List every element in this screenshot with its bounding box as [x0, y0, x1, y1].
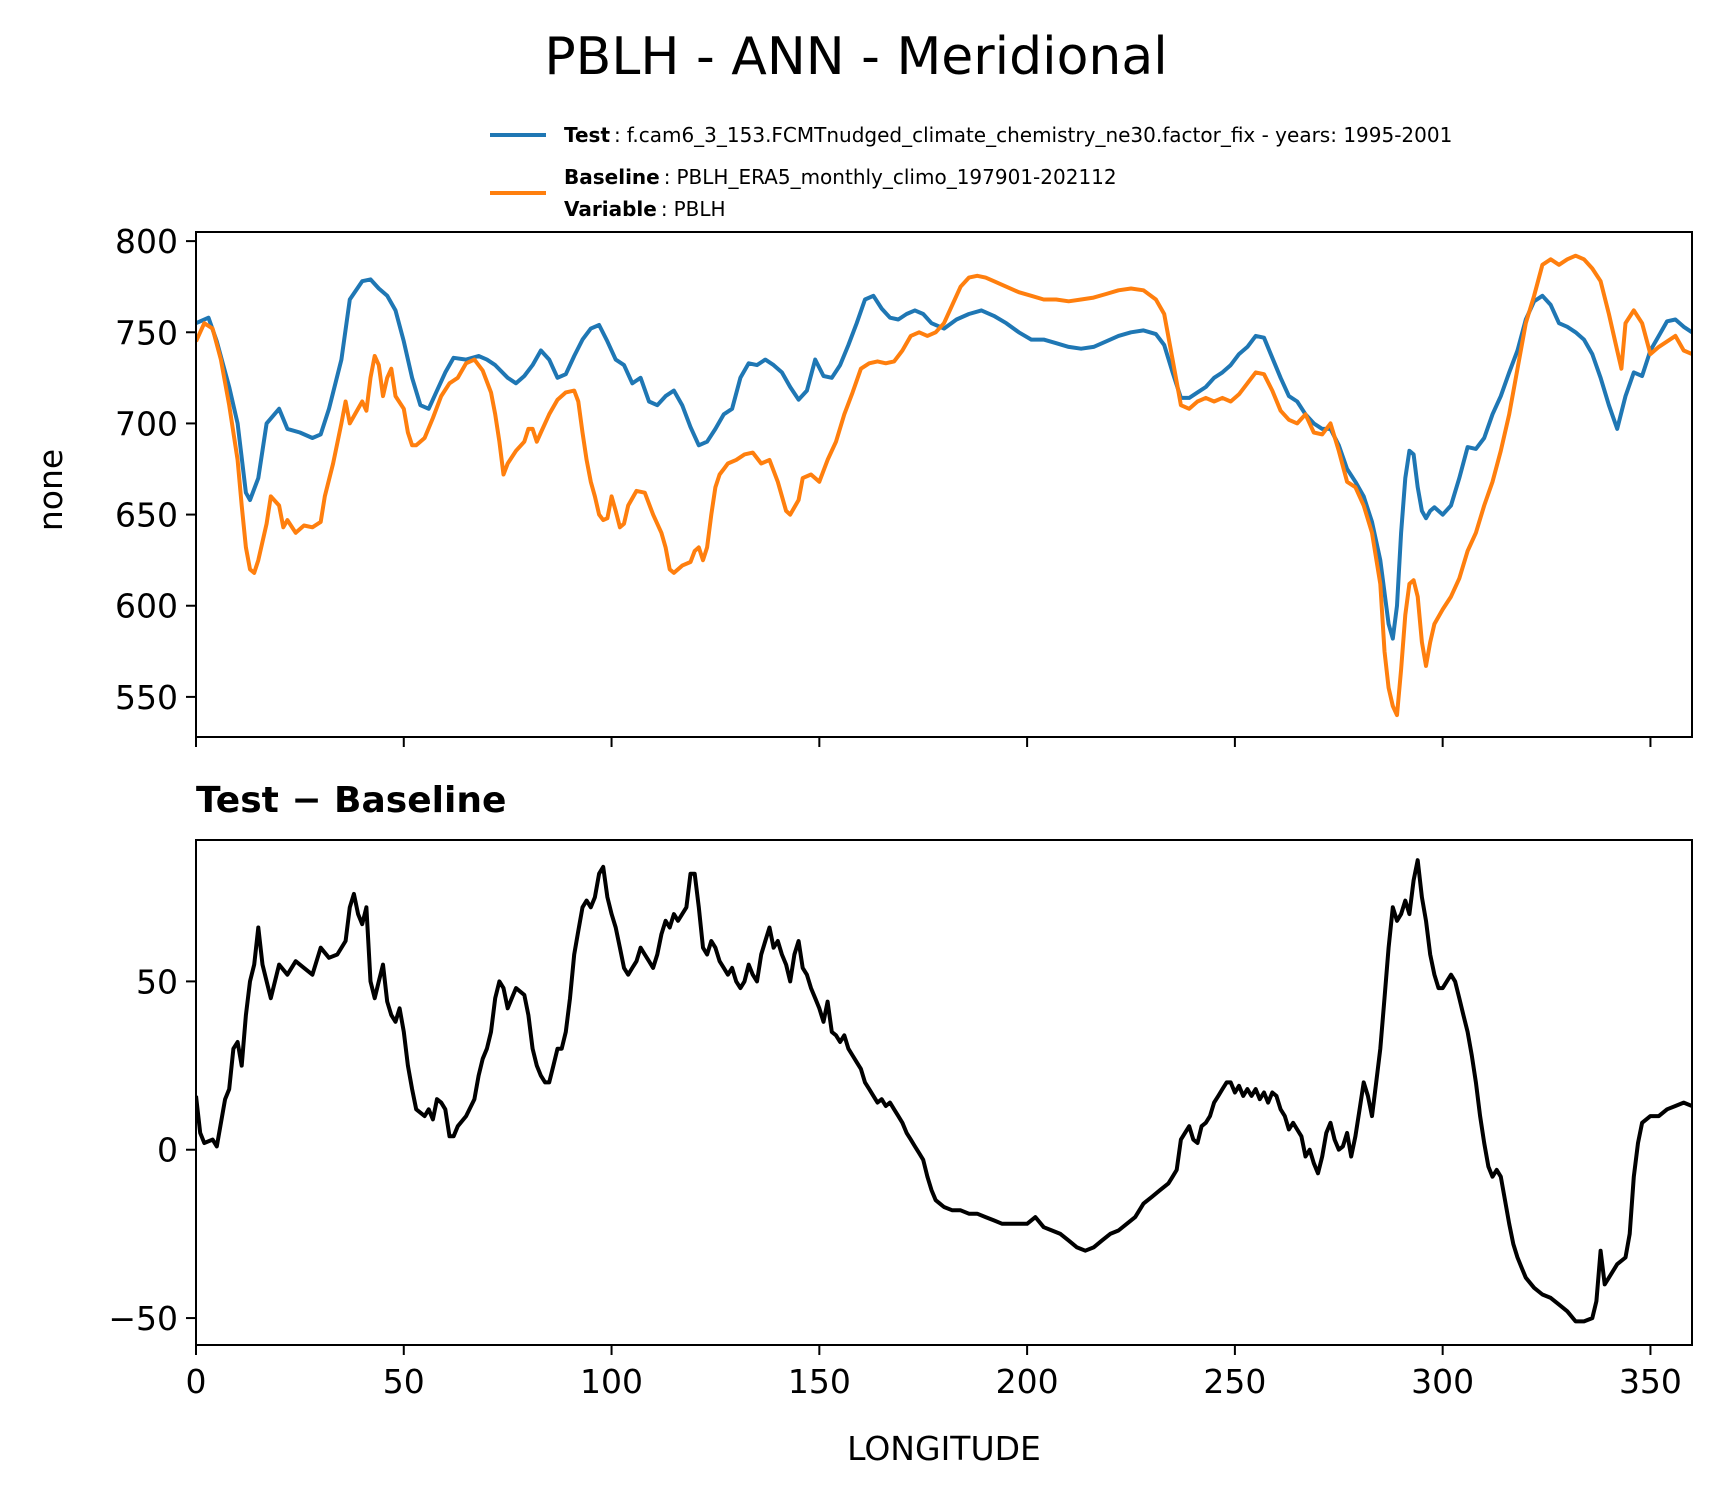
diff-xtick-label: 250 — [1203, 1362, 1266, 1401]
diff-ytick-label: −50 — [108, 1299, 178, 1338]
top-axes-frame — [195, 231, 1693, 738]
legend-variable-key: Variable — [564, 197, 657, 221]
legend-test-value: f.cam6_3_153.FCMTnudged_climate_chemistr… — [627, 123, 1453, 147]
legend-baseline-value: PBLH_ERA5_monthly_climo_197901-202112 — [676, 165, 1116, 189]
diff-xtick-label: 200 — [996, 1362, 1059, 1401]
legend-test-key: Test — [564, 123, 610, 147]
figure-title: PBLH - ANN - Meridional — [544, 27, 1167, 87]
diff-xtick-label: 300 — [1411, 1362, 1474, 1401]
top-ytick-label: 550 — [115, 678, 178, 717]
diff-xtick-label: 0 — [186, 1362, 207, 1401]
diff-ytick-label: 50 — [136, 962, 178, 1001]
legend-variable-value: PBLH — [674, 197, 726, 221]
legend: Test: f.cam6_3_153.FCMTnudged_climate_che… — [490, 123, 1452, 221]
svg-text:Test:f.cam6_3_153.FCMTnudged_c: Test: f.cam6_3_153.FCMTnudged_climate_che… — [564, 123, 1452, 147]
top-ylabel: none — [31, 449, 70, 531]
bottom-xlabel: LONGITUDE — [847, 1429, 1041, 1468]
diff-xtick-label: 100 — [580, 1362, 643, 1401]
diff-xtick-label: 150 — [788, 1362, 851, 1401]
diff-ytick-label: 0 — [157, 1131, 178, 1170]
top-panel: 550 600 650 700 750 800 — [115, 222, 1693, 747]
diff-series-line0-line — [196, 858, 1692, 1324]
top-ytick-label: 700 — [115, 404, 178, 443]
top-series-baseline-line — [196, 253, 1692, 718]
top-ytick-label: 600 — [115, 587, 178, 626]
top-ytick-label: 800 — [115, 222, 178, 261]
svg-text:Baseline:PBLH_ERA5_monthly_cli: Baseline: PBLH_ERA5_monthly_climo_197901-… — [564, 165, 1117, 189]
diff-xtick-label: 350 — [1619, 1362, 1682, 1401]
top-ytick-label: 650 — [115, 496, 178, 535]
top-series-test-line — [196, 277, 1692, 641]
top-ytick-label: 750 — [115, 313, 178, 352]
legend-baseline-key: Baseline — [564, 165, 660, 189]
diff-panel-title: Test − Baseline — [196, 780, 506, 821]
svg-text:Variable:PBLH: Variable: PBLH — [564, 197, 726, 221]
diff-axes-frame — [195, 839, 1693, 1346]
diff-xtick-label: 50 — [383, 1362, 425, 1401]
